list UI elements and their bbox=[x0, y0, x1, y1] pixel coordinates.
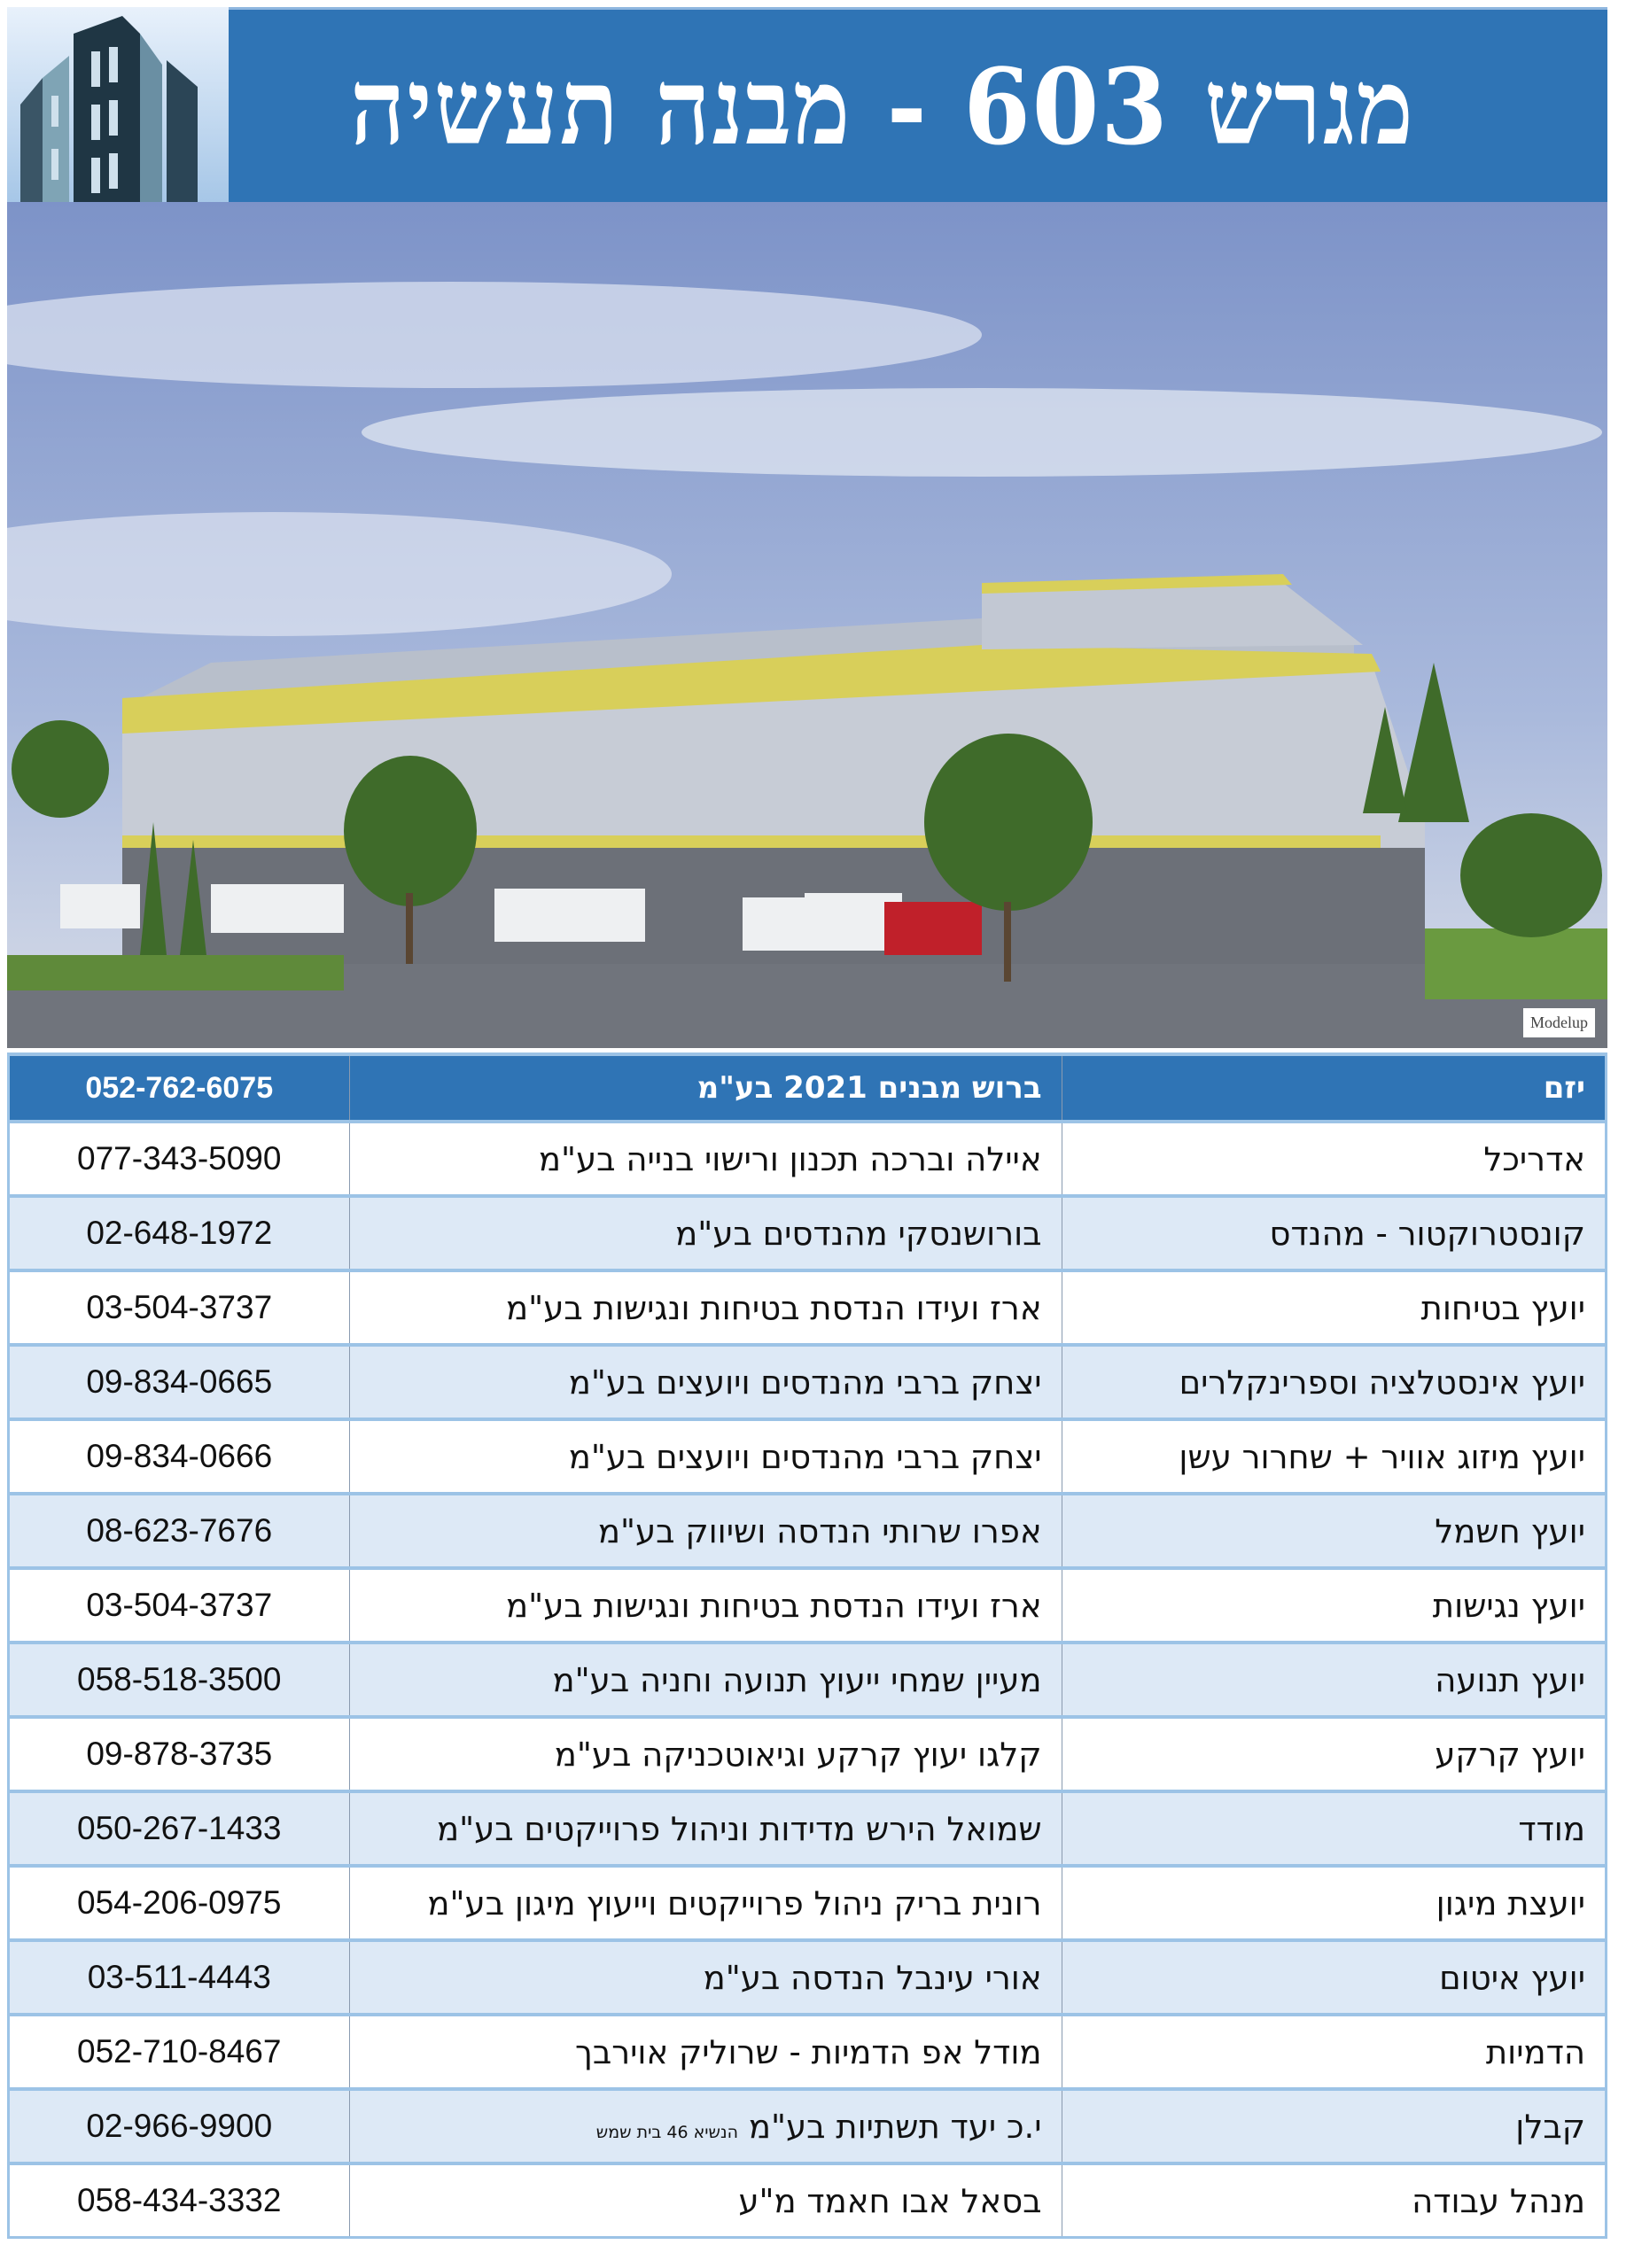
company-cell: רונית בריק ניהול פרוייקטים וייעוץ מיגון … bbox=[348, 1864, 1062, 1942]
phone-cell: 077-343-5090 bbox=[7, 1120, 349, 1198]
contacts-table: יזם ברוש מבנים 2021 בע"מ 052-762-6075 אד… bbox=[7, 1052, 1608, 2239]
phone-cell: 050-267-1433 bbox=[7, 1790, 349, 1868]
role-cell: קבלן bbox=[1061, 2087, 1608, 2165]
table-row: מנהל עבודה בסאל אבו חאמד מ"ע 058-434-3332 bbox=[7, 2162, 1608, 2239]
company-cell: יצחק ברבי מהנדסים ויועצים בע"מ bbox=[348, 1418, 1062, 1495]
building-rendering-image: Modelup bbox=[7, 202, 1607, 1048]
phone-cell: 052-762-6075 bbox=[7, 1052, 349, 1123]
phone-cell: 09-834-0666 bbox=[7, 1418, 349, 1495]
title-banner: מגרש 603 - מבנה תעשיה bbox=[7, 7, 1607, 205]
phone-cell: 052-710-8467 bbox=[7, 2013, 349, 2091]
table-row: קבלן י.כ יעד תשתיות בע"מ הנשיא 46 בית שמש… bbox=[7, 2087, 1608, 2165]
role-cell: אדריכל bbox=[1061, 1120, 1608, 1198]
role-cell: יועץ איטום bbox=[1061, 1938, 1608, 2016]
company-cell: ארז ועידו הנדסת בטיחות ונגישות בע"מ bbox=[348, 1566, 1062, 1644]
table-row: יועצת מיגון רונית בריק ניהול פרוייקטים וי… bbox=[7, 1864, 1608, 1942]
table-row: יועץ בטיחות ארז ועידו הנדסת בטיחות ונגישו… bbox=[7, 1269, 1608, 1347]
table-row: יועץ קרקע קלגו יעוץ קרקע וגיאוטכניקה בע"מ… bbox=[7, 1715, 1608, 1793]
company-name: י.כ יעד תשתיות בע"מ bbox=[748, 2107, 1042, 2146]
role-cell: מנהל עבודה bbox=[1061, 2162, 1608, 2239]
phone-cell: 09-878-3735 bbox=[7, 1715, 349, 1793]
table-row: מודד שמואל הירש מדידות וניהול פרוייקטים ב… bbox=[7, 1790, 1608, 1868]
table-row: יועץ נגישות ארז ועידו הנדסת בטיחות ונגישו… bbox=[7, 1566, 1608, 1644]
phone-cell: 058-434-3332 bbox=[7, 2162, 349, 2239]
company-cell: קלגו יעוץ קרקע וגיאוטכניקה בע"מ bbox=[348, 1715, 1062, 1793]
company-cell: איילה וברכה תכנון ורישוי בנייה בע"מ bbox=[348, 1120, 1062, 1198]
table-row: קונסטרוקטור - מהנדס בורושנסקי מהנדסים בע"… bbox=[7, 1194, 1608, 1272]
phone-cell: 02-966-9900 bbox=[7, 2087, 349, 2165]
page-title: מגרש 603 - מבנה תעשיה bbox=[350, 45, 1415, 168]
company-cell: שמואל הירש מדידות וניהול פרוייקטים בע"מ bbox=[348, 1790, 1062, 1868]
phone-cell: 03-511-4443 bbox=[7, 1938, 349, 2016]
company-cell: בורושנסקי מהנדסים בע"מ bbox=[348, 1194, 1062, 1272]
table-row: יועץ מיזוג אוויר + שחרור עשן יצחק ברבי מה… bbox=[7, 1418, 1608, 1495]
phone-cell: 054-206-0975 bbox=[7, 1864, 349, 1942]
table-row: יועץ איטום אורי עינבל הנדסה בע"מ 03-511-44… bbox=[7, 1938, 1608, 2016]
role-cell: יועץ בטיחות bbox=[1061, 1269, 1608, 1347]
company-cell: מעיין שמחי ייעוץ תנועה וחניה בע"מ bbox=[348, 1641, 1062, 1719]
phone-cell: 09-834-0665 bbox=[7, 1343, 349, 1421]
phone-cell: 03-504-3737 bbox=[7, 1269, 349, 1347]
company-cell: בסאל אבו חאמד מ"ע bbox=[348, 2162, 1062, 2239]
role-cell: יזם bbox=[1061, 1052, 1608, 1123]
table-row: יועץ חשמל אפרו שרותי הנדסה ושיווק בע"מ 08-… bbox=[7, 1492, 1608, 1570]
company-cell: י.כ יעד תשתיות בע"מ הנשיא 46 בית שמש bbox=[348, 2087, 1062, 2165]
role-cell: יועץ אינסטלציה וספרינקלרים bbox=[1061, 1343, 1608, 1421]
phone-cell: 03-504-3737 bbox=[7, 1566, 349, 1644]
company-cell: ארז ועידו הנדסת בטיחות ונגישות בע"מ bbox=[348, 1269, 1062, 1347]
role-cell: יועץ תנועה bbox=[1061, 1641, 1608, 1719]
buildings-logo-icon bbox=[7, 7, 229, 224]
phone-cell: 08-623-7676 bbox=[7, 1492, 349, 1570]
role-cell: קונסטרוקטור - מהנדס bbox=[1061, 1194, 1608, 1272]
table-row: יועץ אינסטלציה וספרינקלרים יצחק ברבי מהנד… bbox=[7, 1343, 1608, 1421]
phone-cell: 058-518-3500 bbox=[7, 1641, 349, 1719]
role-cell: יועץ חשמל bbox=[1061, 1492, 1608, 1570]
company-cell: ברוש מבנים 2021 בע"מ bbox=[348, 1052, 1062, 1123]
role-cell: מודד bbox=[1061, 1790, 1608, 1868]
role-cell: יועץ מיזוג אוויר + שחרור עשן bbox=[1061, 1418, 1608, 1495]
role-cell: יועץ קרקע bbox=[1061, 1715, 1608, 1793]
table-row: הדמיות מודל אפ הדמיות - שרוליק אוירבך 052-… bbox=[7, 2013, 1608, 2091]
phone-cell: 02-648-1972 bbox=[7, 1194, 349, 1272]
company-cell: אורי עינבל הנדסה בע"מ bbox=[348, 1938, 1062, 2016]
company-cell: מודל אפ הדמיות - שרוליק אוירבך bbox=[348, 2013, 1062, 2091]
modelup-watermark-logo: Modelup bbox=[1523, 1008, 1595, 1037]
role-cell: יועצת מיגון bbox=[1061, 1864, 1608, 1942]
role-cell: הדמיות bbox=[1061, 2013, 1608, 2091]
company-address-note: הנשיא 46 בית שמש bbox=[595, 2122, 739, 2142]
table-header-row: יזם ברוש מבנים 2021 בע"מ 052-762-6075 bbox=[7, 1052, 1608, 1123]
company-cell: אפרו שרותי הנדסה ושיווק בע"מ bbox=[348, 1492, 1062, 1570]
table-row: יועץ תנועה מעיין שמחי ייעוץ תנועה וחניה ב… bbox=[7, 1641, 1608, 1719]
role-cell: יועץ נגישות bbox=[1061, 1566, 1608, 1644]
company-cell: יצחק ברבי מהנדסים ויועצים בע"מ bbox=[348, 1343, 1062, 1421]
table-row: אדריכל איילה וברכה תכנון ורישוי בנייה בע"… bbox=[7, 1120, 1608, 1198]
